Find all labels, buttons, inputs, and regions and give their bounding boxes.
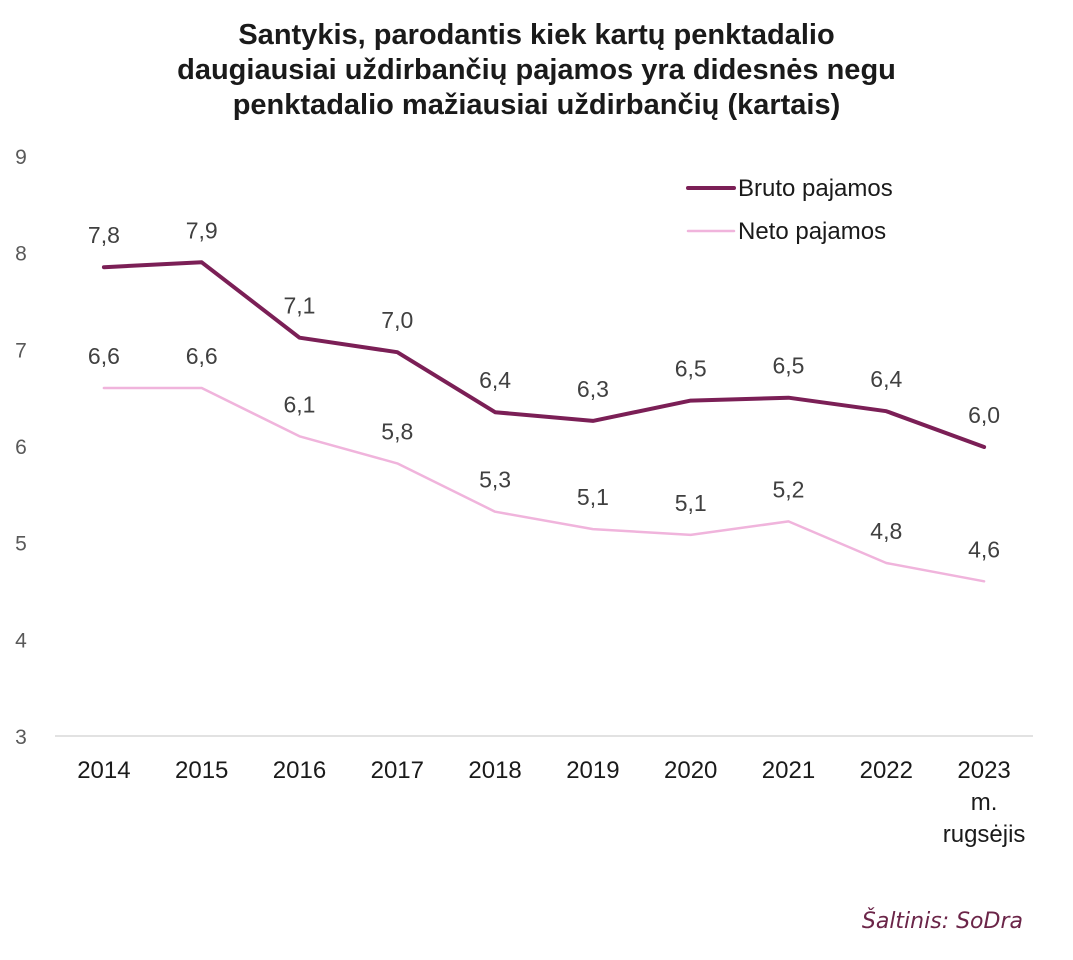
series-line-bruto [101, 260, 987, 449]
data-label: 6,5 [675, 356, 707, 382]
y-tick-label: 9 [15, 146, 27, 169]
x-tick-label: 2019 [566, 757, 619, 784]
chart-title-line-2: daugiausiai uždirbančių pajamos yra dide… [177, 54, 896, 86]
x-tick-label: rugsėjis [943, 821, 1026, 848]
data-label: 5,8 [381, 418, 413, 444]
chart-title-line-3: penktadalio mažiausiai uždirbančių (kart… [232, 89, 841, 121]
data-label: 6,6 [186, 343, 218, 369]
legend-label: Neto pajamos [738, 218, 886, 245]
data-label: 5,2 [773, 476, 805, 502]
y-tick-label: 5 [15, 533, 27, 556]
y-tick-label: 4 [15, 629, 27, 652]
x-tick-label: 2015 [175, 757, 228, 784]
source-note: Šaltinis: SoDra [861, 909, 1023, 934]
data-label: 6,4 [870, 366, 902, 392]
x-tick-label: m. [971, 789, 998, 816]
chart-title-line-1: Santykis, parodantis kiek kartų penktada… [238, 19, 835, 51]
data-label: 7,1 [284, 293, 316, 319]
data-label: 5,1 [577, 484, 609, 510]
data-label: 5,1 [675, 490, 707, 516]
data-label: 6,6 [88, 343, 120, 369]
y-tick-label: 8 [15, 243, 27, 266]
legend-label: Bruto pajamos [738, 175, 893, 202]
data-label: 6,1 [284, 391, 316, 417]
data-label: 5,3 [479, 467, 511, 493]
y-tick-label: 6 [15, 436, 27, 459]
y-tick-label: 3 [15, 726, 27, 749]
data-label: 4,8 [870, 518, 902, 544]
x-tick-label: 2020 [664, 757, 717, 784]
x-tick-label: 2023 [957, 757, 1010, 784]
x-tick-label: 2022 [860, 757, 913, 784]
data-label: 7,0 [381, 307, 413, 333]
data-label: 7,9 [186, 217, 218, 243]
x-tick-label: 2017 [371, 757, 424, 784]
series-line-neto [102, 386, 986, 583]
data-label: 6,0 [968, 402, 1000, 428]
chart-title: Santykis, parodantis kiek kartų penktada… [0, 18, 1073, 123]
data-label: 6,3 [577, 376, 609, 402]
data-label: 4,6 [968, 536, 1000, 562]
x-tick-label: 2014 [77, 757, 130, 784]
x-tick-label: 2018 [468, 757, 521, 784]
data-label: 7,8 [88, 222, 120, 248]
x-tick-label: 2021 [762, 757, 815, 784]
data-label: 6,4 [479, 367, 511, 393]
data-label: 6,5 [773, 353, 805, 379]
x-tick-label: 2016 [273, 757, 326, 784]
y-tick-label: 7 [15, 339, 27, 362]
